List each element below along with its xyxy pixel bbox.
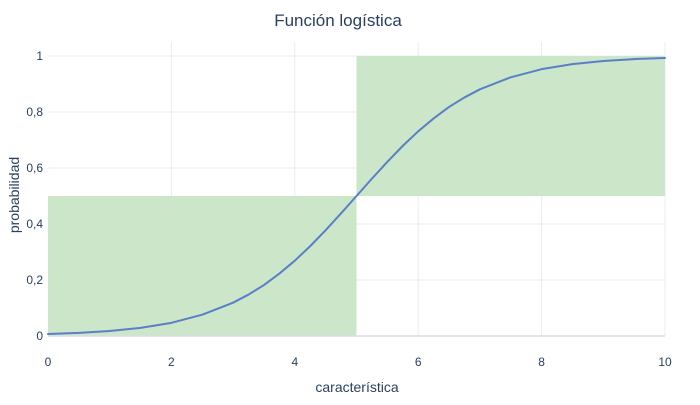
y-tick-label: 1: [36, 49, 43, 63]
y-axis-label: probabilidad: [6, 157, 22, 233]
x-tick-label: 2: [168, 355, 175, 369]
y-tick-label: 0: [36, 329, 43, 343]
y-tick-label: 0,6: [26, 161, 43, 175]
x-axis-label: característica: [315, 379, 398, 395]
logistic-curve: [47, 56, 666, 336]
chart-title: Función logística: [274, 11, 402, 30]
y-tick-label: 0,8: [26, 105, 43, 119]
x-tick-label: 10: [658, 355, 672, 369]
x-tick-label: 8: [538, 355, 545, 369]
shaded-region-2: [356, 56, 665, 196]
x-tick-label: 0: [45, 355, 52, 369]
shaded-regions: [48, 56, 665, 336]
y-tick-label: 0,4: [26, 217, 43, 231]
x-tick-label: 6: [415, 355, 422, 369]
shaded-region-1: [48, 196, 357, 336]
tick-labels: 0 2 4 6 8 10 0 0,2 0,4 0,6 0,8 1: [26, 49, 672, 369]
x-tick-label: 4: [291, 355, 298, 369]
y-tick-label: 0,2: [26, 273, 43, 287]
series-layer: [47, 56, 666, 336]
